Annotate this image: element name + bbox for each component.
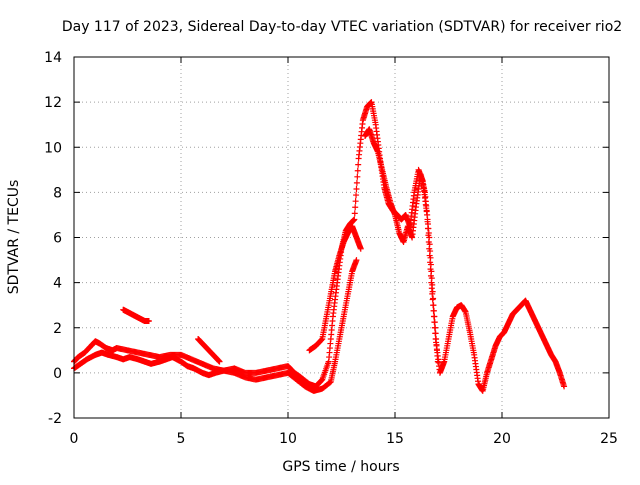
data-point	[561, 383, 568, 390]
data-point	[326, 379, 333, 386]
data-point	[317, 337, 324, 344]
series-1	[71, 257, 360, 394]
x-tick-label-0: 0	[70, 431, 79, 447]
data-point	[433, 341, 440, 348]
data-point	[426, 234, 433, 241]
y-tick-label-7: 12	[44, 95, 62, 111]
data-point	[431, 313, 438, 320]
data-point	[353, 257, 360, 264]
data-point	[428, 268, 435, 275]
y-tick-label-3: 4	[53, 276, 62, 292]
data-point	[351, 210, 358, 217]
data-point	[434, 358, 441, 365]
series-5	[362, 126, 441, 365]
y-tick-label-2: 2	[53, 321, 62, 337]
y-tick-label-4: 6	[53, 231, 62, 247]
series-3	[195, 336, 223, 365]
data-point	[353, 179, 360, 186]
data-point	[427, 254, 434, 261]
data-point	[431, 319, 438, 326]
data-points	[71, 99, 568, 394]
y-tick-label-5: 8	[53, 185, 62, 201]
data-point	[355, 161, 362, 168]
x-tick-label-5: 25	[600, 431, 618, 447]
data-point	[432, 330, 439, 337]
series-2	[120, 306, 152, 324]
x-tick-label-2: 10	[279, 431, 297, 447]
data-point	[427, 248, 434, 255]
data-point	[429, 281, 436, 288]
x-tick-label-4: 20	[493, 431, 511, 447]
data-point	[318, 336, 325, 343]
series-4	[306, 223, 364, 354]
data-point	[351, 216, 358, 223]
y-tick-label-1: 0	[53, 366, 62, 382]
chart-title: Day 117 of 2023, Sidereal Day-to-day VTE…	[62, 19, 622, 35]
data-point	[145, 317, 152, 324]
x-axis-label: GPS time / hours	[282, 459, 399, 475]
data-point	[317, 377, 324, 384]
data-point	[352, 198, 359, 205]
y-tick-labels: -2 0 2 4 6 8 10 12 14	[44, 50, 62, 427]
y-tick-label-6: 10	[44, 140, 62, 156]
data-point	[434, 352, 441, 359]
data-point	[357, 245, 364, 252]
y-tick-label-0: -2	[48, 411, 62, 427]
data-point	[352, 204, 359, 211]
data-point	[354, 173, 361, 180]
data-point	[216, 358, 223, 365]
data-point	[432, 324, 439, 331]
data-point	[426, 241, 433, 248]
series-0	[71, 99, 568, 394]
data-point	[429, 288, 436, 295]
x-tick-label-3: 15	[386, 431, 404, 447]
data-point	[433, 336, 440, 343]
data-point	[428, 275, 435, 282]
y-axis-label: SDTVAR / TECUs	[6, 180, 22, 295]
data-point	[430, 295, 437, 302]
data-point	[353, 192, 360, 199]
x-tick-labels: 0 5 10 15 20 25	[70, 431, 618, 447]
data-point	[427, 261, 434, 268]
x-tick-label-1: 5	[177, 431, 186, 447]
grid-lines	[74, 57, 609, 418]
data-point	[430, 307, 437, 314]
axis-ticks	[73, 56, 610, 419]
data-point	[353, 185, 360, 192]
y-tick-label-8: 14	[44, 50, 62, 66]
data-point	[430, 302, 437, 309]
data-point	[354, 167, 361, 174]
data-point	[433, 347, 440, 354]
